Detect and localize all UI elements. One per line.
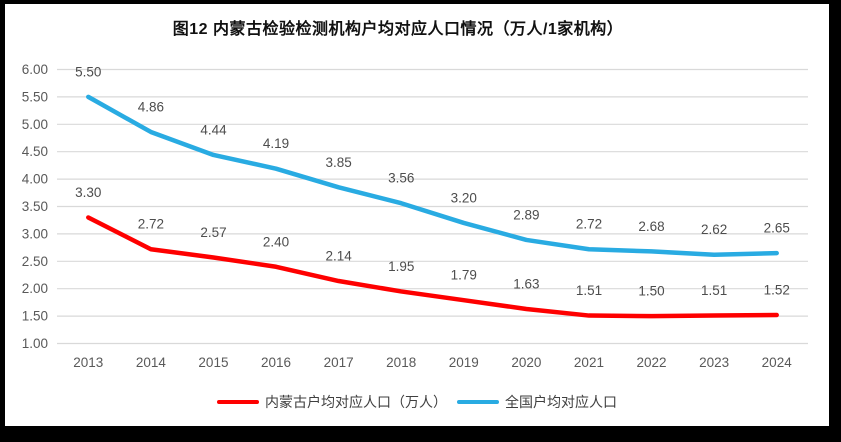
y-axis-tick-label: 3.50 — [22, 199, 48, 214]
y-axis-tick-label: 5.00 — [22, 117, 48, 132]
x-axis-tick-label: 2021 — [574, 355, 604, 370]
y-axis-tick-label: 3.00 — [22, 226, 48, 241]
x-axis-tick-label: 2016 — [261, 355, 291, 370]
x-axis-tick-label: 2019 — [449, 355, 479, 370]
data-label: 2.68 — [638, 219, 664, 234]
x-axis-tick-label: 2018 — [386, 355, 416, 370]
data-label: 2.89 — [513, 207, 539, 222]
data-label: 1.51 — [576, 283, 602, 298]
data-label: 2.65 — [764, 221, 790, 236]
legend-item-neimenggu: 内蒙古户均对应人口（万人） — [217, 392, 447, 412]
data-label: 2.72 — [138, 217, 164, 232]
y-axis-tick-label: 4.50 — [22, 144, 48, 159]
legend-line-swatch-red — [217, 399, 259, 405]
line-chart-canvas: 1.00 1.50 2.00 2.50 3.00 3.50 4.00 4.50 5.00 5.50… — [22, 62, 808, 370]
data-label: 1.50 — [638, 284, 664, 299]
legend-label-quanguo: 全国户均对应人口 — [505, 394, 617, 410]
data-label: 2.14 — [325, 249, 352, 264]
x-axis-tick-label: 2017 — [324, 355, 354, 370]
y-axis-tick-label: 2.00 — [22, 281, 48, 296]
data-label: 4.19 — [263, 136, 289, 151]
x-axis-tick-label: 2020 — [511, 355, 541, 370]
y-axis-tick-label: 5.50 — [22, 89, 48, 104]
data-label: 3.56 — [388, 171, 414, 186]
data-label: 2.72 — [576, 217, 602, 232]
chart-legend: 内蒙古户均对应人口（万人） 全国户均对应人口 — [5, 392, 829, 412]
y-axis-tick-label: 1.50 — [22, 309, 48, 324]
y-axis-tick-label: 2.50 — [22, 254, 48, 269]
data-label: 3.30 — [75, 185, 101, 200]
data-label: 1.51 — [701, 283, 727, 298]
x-axis-tick-label: 2023 — [699, 355, 729, 370]
data-label: 1.52 — [764, 283, 790, 298]
y-axis-tick-label: 1.00 — [22, 336, 48, 351]
y-axis-tick-label: 4.00 — [22, 172, 48, 187]
x-axis-tick-label: 2013 — [73, 355, 103, 370]
data-label: 2.40 — [263, 234, 289, 249]
series-line-1 — [86, 94, 779, 257]
x-axis-tick-label: 2015 — [198, 355, 228, 370]
y-axis-tick-label: 6.00 — [22, 62, 48, 77]
chart-title: 图12 内蒙古检验检测机构户均对应人口情况（万人/1家机构） — [172, 21, 624, 38]
legend-label-neimenggu: 内蒙古户均对应人口（万人） — [265, 394, 447, 410]
chart-area: 图12 内蒙古检验检测机构户均对应人口情况（万人/1家机构） 1.00 1.50 2… — [5, 4, 829, 426]
x-axis-tick-label: 2022 — [637, 355, 667, 370]
legend-item-quanguo: 全国户均对应人口 — [457, 392, 617, 412]
data-label: 3.20 — [451, 190, 477, 205]
data-label: 1.95 — [388, 259, 414, 274]
data-label: 5.50 — [75, 64, 101, 79]
x-axis-tick-label: 2024 — [762, 355, 793, 370]
data-label: 2.57 — [200, 225, 226, 240]
legend-line-swatch-blue — [457, 399, 499, 405]
series-line-0 — [86, 215, 779, 319]
data-label: 4.44 — [200, 122, 227, 137]
data-label: 4.86 — [138, 99, 164, 114]
data-label: 2.62 — [701, 222, 727, 237]
data-label: 1.79 — [451, 268, 477, 283]
x-axis-tick-label: 2014 — [136, 355, 167, 370]
data-label: 1.63 — [513, 276, 539, 291]
data-label: 3.85 — [325, 155, 351, 170]
